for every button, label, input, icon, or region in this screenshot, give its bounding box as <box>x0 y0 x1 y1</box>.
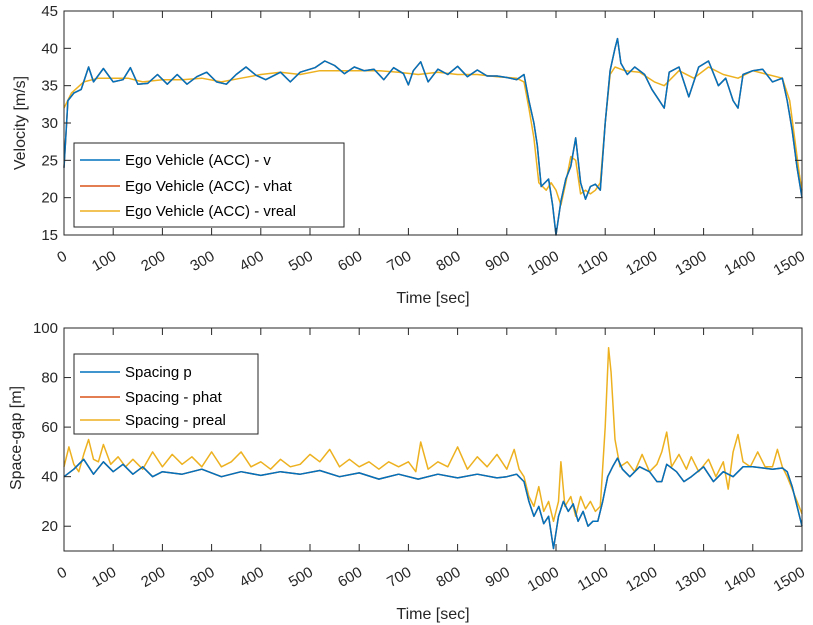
y-tick-label: 20 <box>41 518 58 535</box>
x-tick-label: 100 <box>89 564 119 591</box>
y-tick-label: 80 <box>41 370 58 387</box>
velocity-legend: Ego Vehicle (ACC) - v Ego Vehicle (ACC) … <box>73 142 345 228</box>
velocity-x-axis-label: Time [sec] <box>396 290 469 307</box>
x-tick-label: 1400 <box>721 564 758 595</box>
spacing-lines <box>63 347 803 550</box>
x-tick-label: 600 <box>335 248 365 275</box>
x-tick-label: 800 <box>433 248 463 275</box>
x-tick-label: 900 <box>483 248 513 275</box>
velocity-y-ticks: 15 20 25 30 35 40 45 <box>41 3 802 244</box>
x-tick-label: 200 <box>138 564 168 591</box>
legend-label-vhat: Ego Vehicle (ACC) - vhat <box>125 178 293 195</box>
x-tick-label: 1400 <box>721 248 758 279</box>
spacing-axes: 20 40 60 80 100 0 100 200 300 400 500 600 700 800 900… <box>8 320 808 623</box>
series-line-0-0 <box>63 37 803 236</box>
x-tick-label: 1200 <box>623 564 660 595</box>
x-tick-label: 600 <box>335 564 365 591</box>
x-tick-label: 1000 <box>525 248 562 279</box>
x-tick-label: 700 <box>384 248 414 275</box>
spacing-legend: Spacing p Spacing - phat Spacing - preal <box>73 353 259 435</box>
velocity-y-axis-label: Velocity [m/s] <box>12 76 29 170</box>
spacing-x-axis-label: Time [sec] <box>396 606 469 623</box>
legend-label-preal: Spacing - preal <box>125 412 226 429</box>
x-tick-label: 200 <box>138 248 168 275</box>
x-tick-label: 500 <box>286 564 316 591</box>
x-tick-label: 0 <box>54 564 70 583</box>
axes-box-1 <box>63 327 803 552</box>
x-tick-label: 300 <box>187 248 217 275</box>
series-line-0-2 <box>63 66 803 206</box>
velocity-lines <box>63 37 803 236</box>
x-tick-label: 1300 <box>672 564 709 595</box>
spacing-y-ticks: 20 40 60 80 100 <box>33 320 802 535</box>
y-tick-label: 35 <box>41 78 58 95</box>
x-tick-label: 700 <box>384 564 414 591</box>
x-tick-label: 300 <box>187 564 217 591</box>
y-tick-label: 40 <box>41 40 58 57</box>
x-tick-label: 1500 <box>771 564 808 595</box>
x-tick-label: 1300 <box>672 248 709 279</box>
x-tick-label: 1500 <box>771 248 808 279</box>
x-tick-label: 400 <box>237 248 267 275</box>
y-tick-label: 30 <box>41 115 58 132</box>
x-tick-label: 400 <box>237 564 267 591</box>
x-tick-label: 1000 <box>525 564 562 595</box>
y-tick-label: 15 <box>41 227 58 244</box>
spacing-axes-frame <box>63 327 803 552</box>
legend-label-p: Spacing p <box>125 364 192 381</box>
x-tick-label: 1100 <box>575 248 611 279</box>
x-tick-label: 100 <box>89 248 119 275</box>
x-tick-label: 500 <box>286 248 316 275</box>
series-line-1-0 <box>63 457 803 550</box>
x-tick-label: 1100 <box>575 564 611 595</box>
legend-label-v: Ego Vehicle (ACC) - v <box>125 152 271 169</box>
series-line-1-2 <box>63 347 803 523</box>
legend-label-phat: Spacing - phat <box>125 389 223 406</box>
velocity-legend-box <box>73 142 345 228</box>
y-tick-label: 40 <box>41 469 58 486</box>
spacing-y-axis-label: Space-gap [m] <box>8 386 25 490</box>
series-line-1-1 <box>63 457 803 550</box>
y-tick-label: 60 <box>41 419 58 436</box>
y-tick-label: 100 <box>33 320 58 337</box>
x-tick-label: 0 <box>54 248 70 267</box>
velocity-axes: 15 20 25 30 35 40 45 0 100 200 300 400 500 600 700 800… <box>12 3 808 307</box>
x-tick-label: 900 <box>483 564 513 591</box>
x-tick-label: 1200 <box>623 248 660 279</box>
x-tick-label: 800 <box>433 564 463 591</box>
y-tick-label: 20 <box>41 190 58 207</box>
y-tick-label: 45 <box>41 3 58 20</box>
y-tick-label: 25 <box>41 152 58 169</box>
legend-label-vreal: Ego Vehicle (ACC) - vreal <box>125 203 296 220</box>
